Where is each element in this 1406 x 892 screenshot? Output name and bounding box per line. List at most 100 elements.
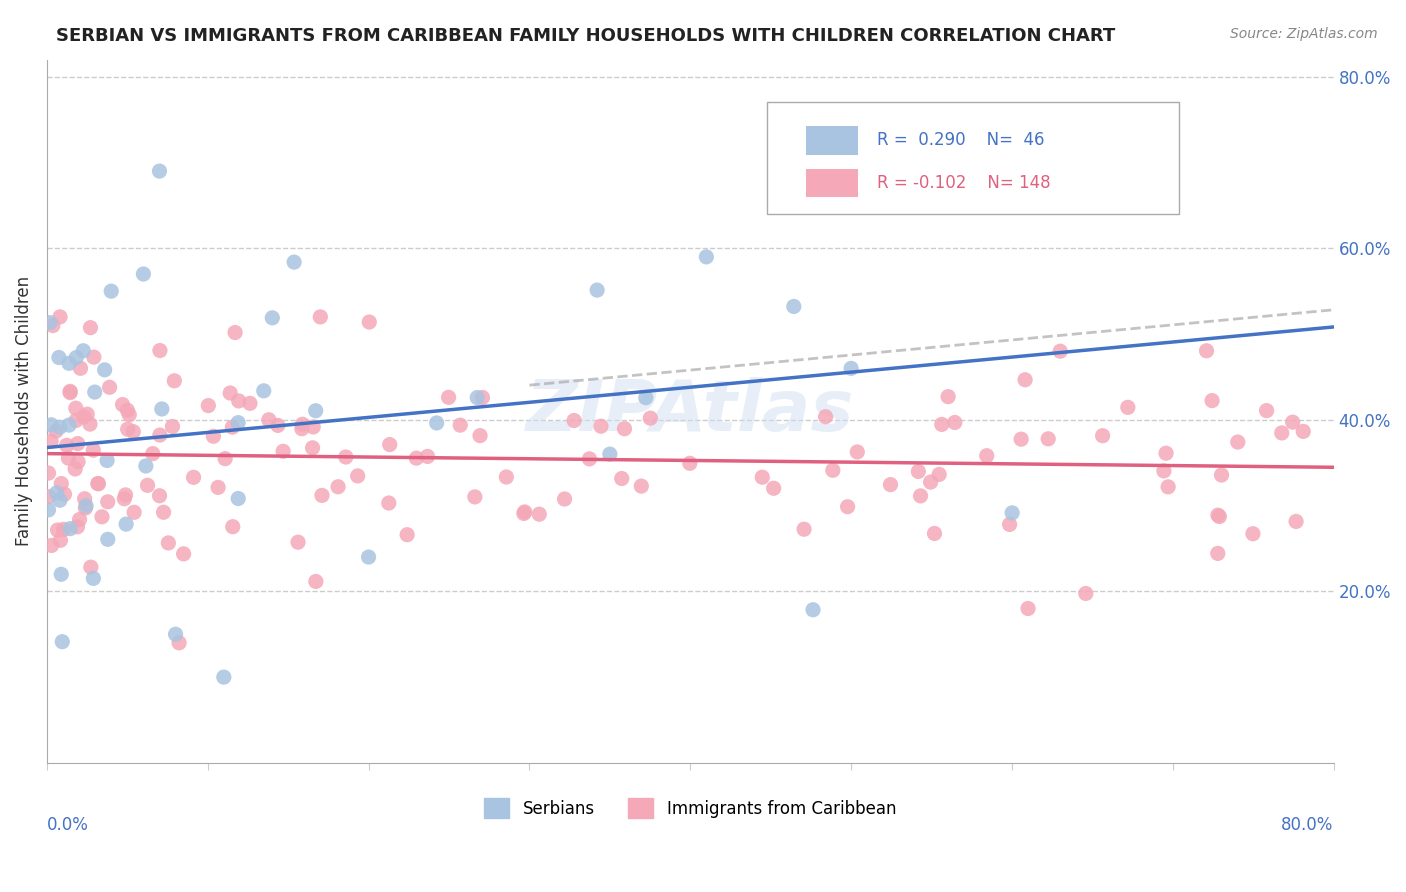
Immigrants from Caribbean xyxy=(1116,401,1139,415)
Immigrants from Caribbean xyxy=(219,386,242,401)
Immigrants from Caribbean xyxy=(378,496,401,510)
Immigrants from Caribbean xyxy=(396,527,419,541)
Serbians xyxy=(212,670,235,684)
Immigrants from Caribbean xyxy=(821,463,844,477)
Serbians xyxy=(72,343,94,358)
Serbians xyxy=(37,503,59,517)
Serbians xyxy=(51,634,73,648)
Immigrants from Caribbean xyxy=(65,413,87,427)
Serbians xyxy=(49,420,72,434)
Serbians xyxy=(1001,506,1024,520)
Immigrants from Caribbean xyxy=(63,462,86,476)
Serbians xyxy=(135,458,157,473)
Immigrants from Caribbean xyxy=(202,429,225,443)
Immigrants from Caribbean xyxy=(98,380,121,394)
Serbians xyxy=(599,447,621,461)
Immigrants from Caribbean xyxy=(49,533,72,548)
Immigrants from Caribbean xyxy=(416,450,439,464)
Immigrants from Caribbean xyxy=(80,560,103,574)
Immigrants from Caribbean xyxy=(117,422,139,436)
Immigrants from Caribbean xyxy=(118,408,141,422)
Immigrants from Caribbean xyxy=(87,476,110,491)
Text: R =  0.290    N=  46: R = 0.290 N= 46 xyxy=(877,131,1045,150)
Serbians xyxy=(426,416,449,430)
Serbians xyxy=(96,453,118,467)
Immigrants from Caribbean xyxy=(630,479,652,493)
Serbians xyxy=(58,356,80,370)
Immigrants from Caribbean xyxy=(1038,432,1060,446)
Immigrants from Caribbean xyxy=(1014,373,1036,387)
Serbians xyxy=(59,522,82,536)
Immigrants from Caribbean xyxy=(920,475,942,489)
Immigrants from Caribbean xyxy=(1049,344,1071,359)
Serbians xyxy=(283,255,305,269)
Immigrants from Caribbean xyxy=(464,490,486,504)
Immigrants from Caribbean xyxy=(640,411,662,425)
Serbians xyxy=(75,499,97,513)
Serbians xyxy=(51,567,73,582)
Immigrants from Caribbean xyxy=(207,480,229,494)
Immigrants from Caribbean xyxy=(1241,526,1264,541)
Immigrants from Caribbean xyxy=(562,413,585,427)
Immigrants from Caribbean xyxy=(613,422,636,436)
Immigrants from Caribbean xyxy=(52,522,75,536)
Immigrants from Caribbean xyxy=(117,403,139,417)
Immigrants from Caribbean xyxy=(39,434,62,449)
Immigrants from Caribbean xyxy=(142,447,165,461)
Immigrants from Caribbean xyxy=(149,343,172,358)
Immigrants from Caribbean xyxy=(936,390,959,404)
Immigrants from Caribbean xyxy=(173,547,195,561)
Immigrants from Caribbean xyxy=(66,520,89,534)
Immigrants from Caribbean xyxy=(111,398,134,412)
Serbians xyxy=(634,391,657,405)
Immigrants from Caribbean xyxy=(45,424,67,438)
Serbians xyxy=(65,351,87,365)
Serbians xyxy=(100,284,122,298)
Immigrants from Caribbean xyxy=(148,489,170,503)
Serbians xyxy=(132,267,155,281)
FancyBboxPatch shape xyxy=(806,169,858,197)
Immigrants from Caribbean xyxy=(879,477,901,491)
Immigrants from Caribbean xyxy=(943,416,966,430)
Immigrants from Caribbean xyxy=(152,505,174,519)
Immigrants from Caribbean xyxy=(291,422,314,436)
Serbians xyxy=(82,571,104,585)
Immigrants from Caribbean xyxy=(326,480,349,494)
Immigrants from Caribbean xyxy=(1206,508,1229,523)
Immigrants from Caribbean xyxy=(1010,432,1032,446)
Serbians xyxy=(357,549,380,564)
Text: R = -0.102    N= 148: R = -0.102 N= 148 xyxy=(877,174,1050,192)
Immigrants from Caribbean xyxy=(762,481,785,495)
Immigrants from Caribbean xyxy=(49,310,72,324)
Immigrants from Caribbean xyxy=(55,438,77,452)
Immigrants from Caribbean xyxy=(998,517,1021,532)
Immigrants from Caribbean xyxy=(814,409,837,424)
Serbians xyxy=(115,517,138,532)
Immigrants from Caribbean xyxy=(1208,509,1230,524)
Immigrants from Caribbean xyxy=(610,471,633,485)
Immigrants from Caribbean xyxy=(122,505,145,519)
Immigrants from Caribbean xyxy=(910,489,932,503)
Immigrants from Caribbean xyxy=(924,526,946,541)
Immigrants from Caribbean xyxy=(751,470,773,484)
Immigrants from Caribbean xyxy=(301,441,323,455)
Immigrants from Caribbean xyxy=(114,488,136,502)
Serbians xyxy=(801,603,824,617)
Immigrants from Caribbean xyxy=(931,417,953,432)
Serbians xyxy=(49,493,72,508)
Serbians xyxy=(839,361,862,376)
Immigrants from Caribbean xyxy=(267,418,290,433)
Immigrants from Caribbean xyxy=(38,490,60,504)
Serbians xyxy=(226,491,249,506)
Serbians xyxy=(253,384,276,398)
Immigrants from Caribbean xyxy=(846,445,869,459)
Immigrants from Caribbean xyxy=(1281,415,1303,429)
Immigrants from Caribbean xyxy=(529,507,551,521)
Immigrants from Caribbean xyxy=(1153,464,1175,478)
Serbians xyxy=(911,157,934,171)
Immigrants from Caribbean xyxy=(67,455,90,469)
Immigrants from Caribbean xyxy=(468,428,491,442)
Serbians xyxy=(148,164,170,178)
Serbians xyxy=(695,250,717,264)
Immigrants from Caribbean xyxy=(66,436,89,450)
